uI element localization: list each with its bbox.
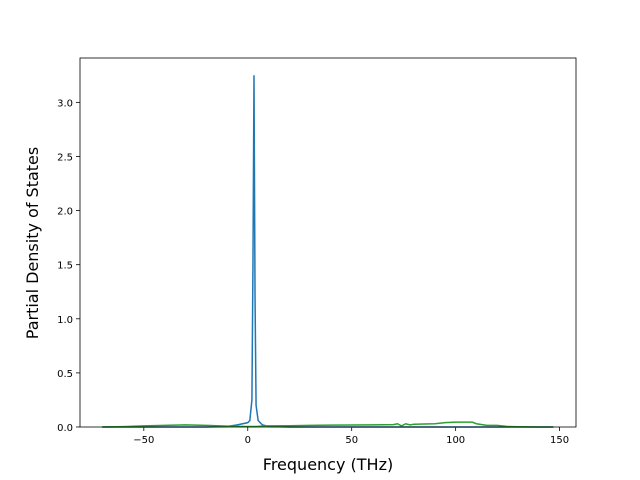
y-tick-label: 0.5 [57,369,73,380]
x-tick-label: 150 [550,435,569,446]
x-tick-label: 100 [446,435,465,446]
y-tick-label: 0.0 [57,423,73,434]
y-tick-label: 1.5 [57,261,73,272]
y-tick-label: 2.0 [57,207,73,218]
x-tick-label: −50 [133,435,154,446]
x-tick-label: 0 [245,435,251,446]
series-line [102,75,554,428]
y-tick-label: 3.0 [57,98,73,109]
y-tick-label: 2.5 [57,152,73,163]
x-axis-label: Frequency (THz) [263,455,393,474]
x-tick-label: 50 [345,435,358,446]
y-tick-label: 1.0 [57,315,73,326]
y-axis-label: Partial Density of States [23,147,42,339]
plot-frame [79,57,577,428]
series-line [102,421,554,428]
